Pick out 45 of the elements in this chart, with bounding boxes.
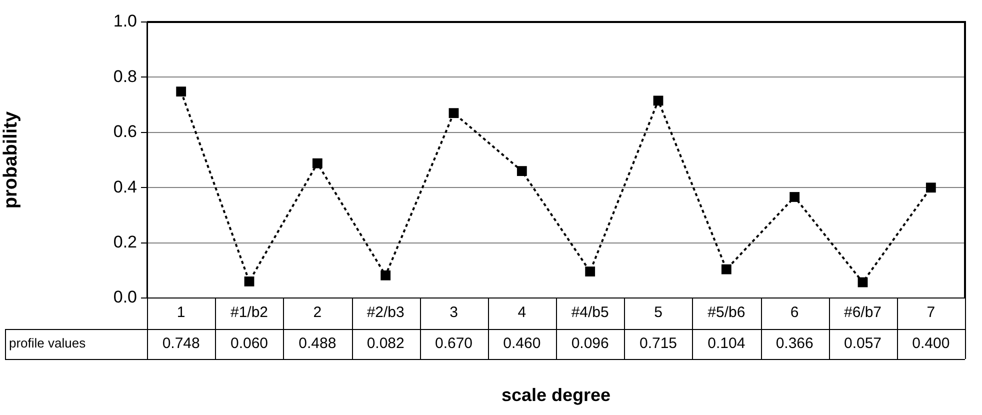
point	[721, 264, 732, 274]
y-tick-label: 0.0	[113, 288, 137, 307]
x-tick-label: 7	[926, 304, 936, 322]
data-label: 0.096	[571, 335, 609, 352]
point	[926, 182, 936, 193]
y-tick-label: 1.0	[113, 12, 137, 31]
data-label: 0.460	[503, 335, 541, 352]
point	[380, 270, 391, 280]
x-tick-label: #4/b5	[571, 304, 609, 322]
x-tick-label: #1/b2	[230, 304, 268, 322]
data-label: 0.060	[230, 335, 268, 352]
data-label: 0.488	[298, 335, 336, 352]
data-label: 0.670	[434, 335, 473, 352]
y-tick-label: 0.6	[113, 122, 137, 142]
point	[176, 86, 186, 96]
point	[244, 276, 254, 286]
x-tick-label: 5	[654, 304, 662, 322]
point	[653, 96, 664, 106]
x-tick-label: #6/b7	[844, 304, 882, 322]
point	[448, 108, 459, 118]
x-tick-label: 1	[176, 304, 186, 322]
x-tick-label: 3	[450, 304, 458, 322]
data-label: 0.104	[708, 335, 746, 352]
point	[516, 166, 527, 176]
x-axis-title: scale degree	[501, 385, 611, 406]
x-tick-label: 4	[518, 304, 526, 322]
point	[790, 192, 800, 202]
data-label: 0.082	[366, 335, 404, 352]
data-label: 0.715	[639, 335, 678, 352]
legend-label: profile values	[9, 336, 86, 351]
x-tick-label: 2	[313, 304, 322, 322]
point	[858, 277, 868, 288]
data-label: 0.400	[912, 335, 950, 352]
x-tick-label: #2/b3	[366, 304, 404, 322]
data-label: 0.366	[776, 335, 814, 352]
y-axis-title: probability	[0, 111, 22, 209]
data-label: 0.748	[162, 335, 200, 352]
x-tick-label: 6	[790, 304, 799, 322]
point	[585, 266, 596, 276]
y-tick-label: 0.4	[113, 177, 137, 196]
y-tick-label: 0.8	[113, 66, 137, 86]
y-tick-label: 0.2	[113, 232, 137, 252]
data-label: 0.057	[844, 335, 882, 352]
point	[312, 158, 322, 168]
x-tick-label: #5/b6	[708, 304, 746, 322]
